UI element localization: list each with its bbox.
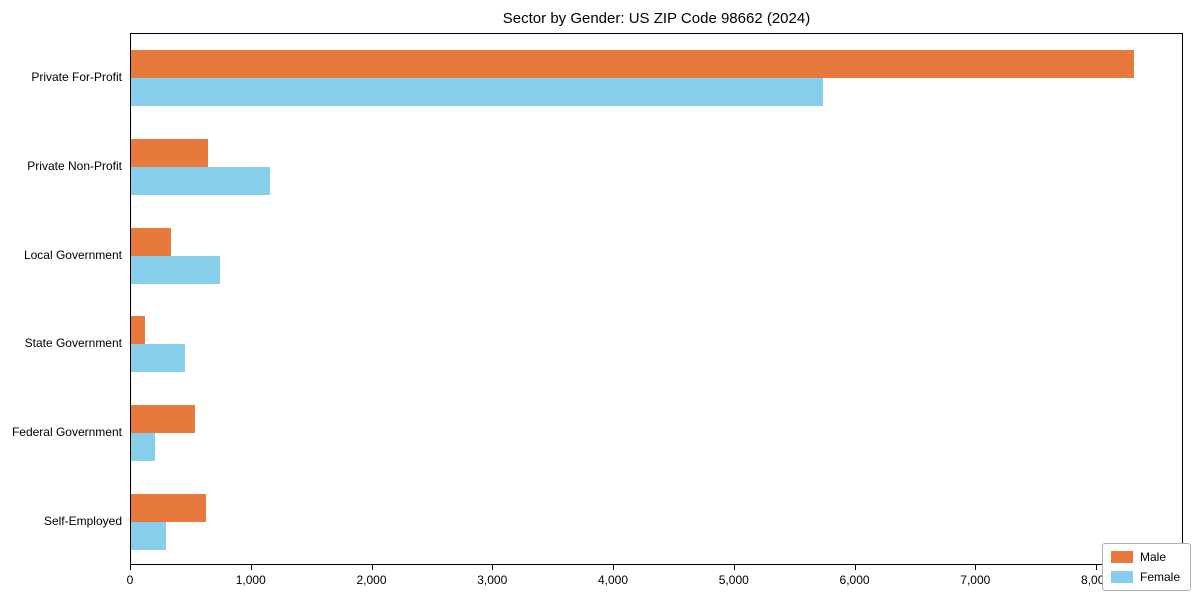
bar-female-private-for-profit	[131, 78, 823, 107]
legend-swatch-female	[1110, 571, 1133, 583]
x-tick-label: 1,000	[235, 573, 266, 587]
bar-male-state-government	[131, 316, 146, 345]
x-tick-mark	[1096, 565, 1098, 570]
legend-label: Male	[1139, 550, 1166, 564]
bar-male-local-government	[131, 227, 171, 256]
legend-swatch-male	[1110, 551, 1133, 563]
x-tick-label: 7,000	[960, 573, 991, 587]
chart-title: Sector by Gender: US ZIP Code 98662 (202…	[502, 10, 811, 27]
bar-female-self-employed	[131, 521, 167, 550]
bar-female-federal-government	[131, 433, 156, 461]
x-tick-mark	[854, 565, 856, 570]
x-tick-mark	[371, 565, 373, 570]
x-tick-label: 6,000	[839, 573, 870, 587]
x-tick-mark	[733, 565, 735, 570]
x-tick-mark	[613, 565, 615, 570]
plot-area	[130, 33, 1183, 565]
y-tick-label: Private For-Profit	[31, 70, 122, 85]
x-tick-label: 4,000	[598, 573, 629, 587]
x-tick-mark	[250, 565, 252, 570]
y-tick-label: Federal Government	[11, 425, 122, 439]
bar-female-private-non-profit	[131, 167, 270, 195]
legend-label: Female	[1139, 570, 1180, 584]
y-tick-label: Private Non-Profit	[27, 159, 122, 173]
x-tick-label: 0	[126, 573, 134, 587]
y-tick-label: Local Government	[23, 247, 122, 262]
x-tick-mark	[130, 565, 131, 570]
legend-entry-female: Female	[1110, 570, 1180, 584]
bar-male-private-for-profit	[131, 50, 1135, 79]
x-tick-label: 2,000	[356, 573, 387, 587]
x-tick-label: 5,000	[718, 573, 749, 587]
bar-female-local-government	[131, 255, 221, 284]
bar-female-state-government	[131, 344, 186, 373]
x-tick-label: 3,000	[477, 573, 508, 587]
legend: Male Female	[1101, 543, 1191, 591]
bar-male-private-non-profit	[131, 139, 209, 167]
bar-male-federal-government	[131, 405, 195, 433]
y-tick-label: State Government	[24, 336, 122, 351]
legend-entry-male: Male	[1110, 550, 1180, 564]
x-tick-mark	[492, 565, 494, 570]
bar-male-self-employed	[131, 493, 206, 522]
x-tick-mark	[975, 565, 977, 570]
y-tick-label: Self-Employed	[43, 513, 122, 528]
